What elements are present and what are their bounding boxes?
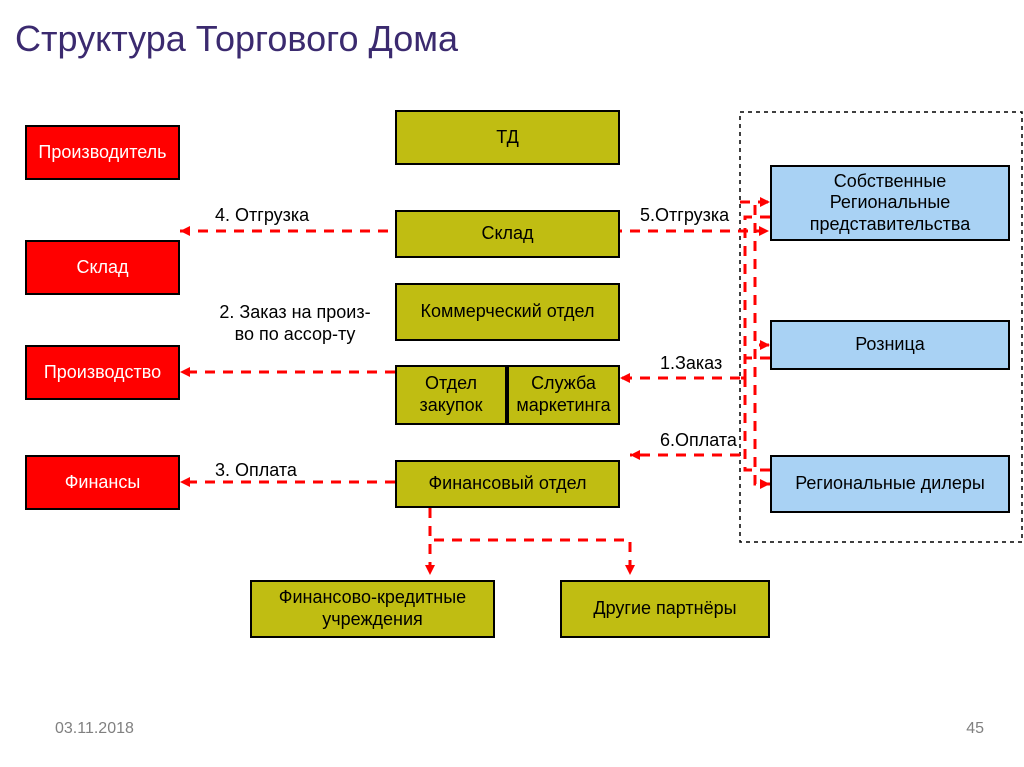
- footer-page-number: 45: [966, 720, 984, 738]
- diagram-canvas: Структура Торгового Дома Производитель Ск…: [0, 0, 1024, 767]
- arrow-order1-dealers: [740, 378, 770, 470]
- box-producer: Производитель: [25, 125, 180, 180]
- box-marketing: Служба маркетинга: [507, 365, 620, 425]
- arrow-ship5-dealers: [740, 202, 770, 484]
- box-commercial: Коммерческий отдел: [395, 283, 620, 341]
- box-production: Производство: [25, 345, 180, 400]
- edge-label-l5: 5.Отгрузка: [640, 205, 729, 227]
- box-td: ТД: [395, 110, 620, 165]
- box-retail: Розница: [770, 320, 1010, 370]
- box-warehouse_l: Склад: [25, 240, 180, 295]
- box-partners: Другие партнёры: [560, 580, 770, 638]
- box-dealers: Региональные дилеры: [770, 455, 1010, 513]
- edge-label-l4: 4. Отгрузка: [215, 205, 309, 227]
- box-warehouse_c: Склад: [395, 210, 620, 258]
- edge-label-l2: 2. Заказ на произ-во по ассор-ту: [210, 302, 380, 345]
- edge-label-l1: 1.Заказ: [660, 353, 722, 375]
- footer-date: 03.11.2018: [55, 720, 134, 738]
- box-finance_l: Финансы: [25, 455, 180, 510]
- edge-label-l6: 6.Оплата: [660, 430, 737, 452]
- page-title: Структура Торгового Дома: [15, 18, 458, 60]
- box-credit: Финансово-кредитные учреждения: [250, 580, 495, 638]
- box-own_rep: Собственные Региональные представительст…: [770, 165, 1010, 241]
- arrow-order1-own: [740, 217, 770, 378]
- arrow-fin-partners: [430, 508, 630, 575]
- box-finance_c: Финансовый отдел: [395, 460, 620, 508]
- arrow-ship5-retail: [740, 202, 770, 345]
- edge-label-l3: 3. Оплата: [215, 460, 297, 482]
- box-purchasing: Отдел закупок: [395, 365, 507, 425]
- arrow-order1-retail: [740, 358, 770, 378]
